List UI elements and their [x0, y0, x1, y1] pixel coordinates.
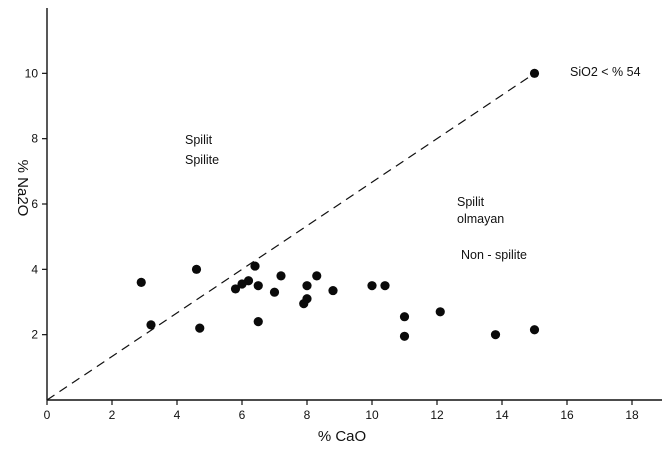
data-point-2 [191, 264, 202, 274]
data-point-9 [253, 317, 263, 327]
data-point-6 [243, 276, 254, 286]
data-point-24 [529, 68, 540, 78]
x-tick-label-6: 6 [239, 408, 246, 422]
data-point-13 [302, 281, 312, 291]
y-tick-label-2: 2 [31, 328, 38, 342]
x-tick-label-10: 10 [365, 408, 379, 422]
data-point-20 [399, 331, 410, 341]
data-point-18 [380, 281, 390, 291]
y-tick-label-8: 8 [31, 132, 38, 146]
data-point-4 [230, 284, 241, 294]
x-tick-label-12: 12 [430, 408, 444, 422]
x-tick-label-18: 18 [625, 408, 639, 422]
spilite-label-en: Spilite [185, 153, 219, 167]
x-tick-label-0: 0 [44, 408, 51, 422]
data-point-11 [276, 271, 286, 281]
data-point-3 [195, 323, 205, 333]
data-point-22 [490, 330, 501, 340]
spilite-label-tr: Spilit [185, 133, 213, 147]
data-points [136, 68, 540, 341]
data-point-16 [328, 285, 338, 296]
non-spilite-label-tr-2: olmayan [457, 212, 504, 226]
x-tick-label-16: 16 [560, 408, 574, 422]
data-point-15 [312, 271, 322, 281]
data-point-7 [250, 261, 260, 271]
data-point-21 [435, 307, 445, 317]
data-point-8 [253, 281, 263, 291]
data-point-10 [269, 287, 280, 297]
x-tick-label-2: 2 [109, 408, 116, 422]
data-point-17 [367, 281, 377, 291]
data-point-19 [399, 312, 410, 322]
x-ticks: 0 2 4 6 8 10 12 14 16 18 [44, 400, 639, 422]
data-point-1 [146, 320, 156, 330]
spilite-divider-line [46, 72, 535, 401]
y-tick-label-6: 6 [31, 197, 38, 211]
x-axis-title: % CaO [318, 428, 366, 445]
x-tick-label-4: 4 [174, 408, 181, 422]
y-tick-label-10: 10 [25, 66, 39, 80]
non-spilite-label-en: Non - spilite [461, 248, 527, 262]
data-point-23 [529, 325, 540, 335]
condition-label: SiO2 < % 54 [570, 65, 641, 79]
x-tick-label-8: 8 [304, 408, 311, 422]
y-ticks: 2 4 6 8 10 [25, 66, 47, 342]
y-tick-label-4: 4 [31, 262, 38, 276]
data-point-14 [302, 294, 312, 304]
data-point-0 [136, 277, 146, 287]
non-spilite-label-tr-1: Spilit [457, 195, 485, 209]
y-axis-title: % Na2O [14, 160, 31, 217]
x-tick-label-14: 14 [495, 408, 509, 422]
